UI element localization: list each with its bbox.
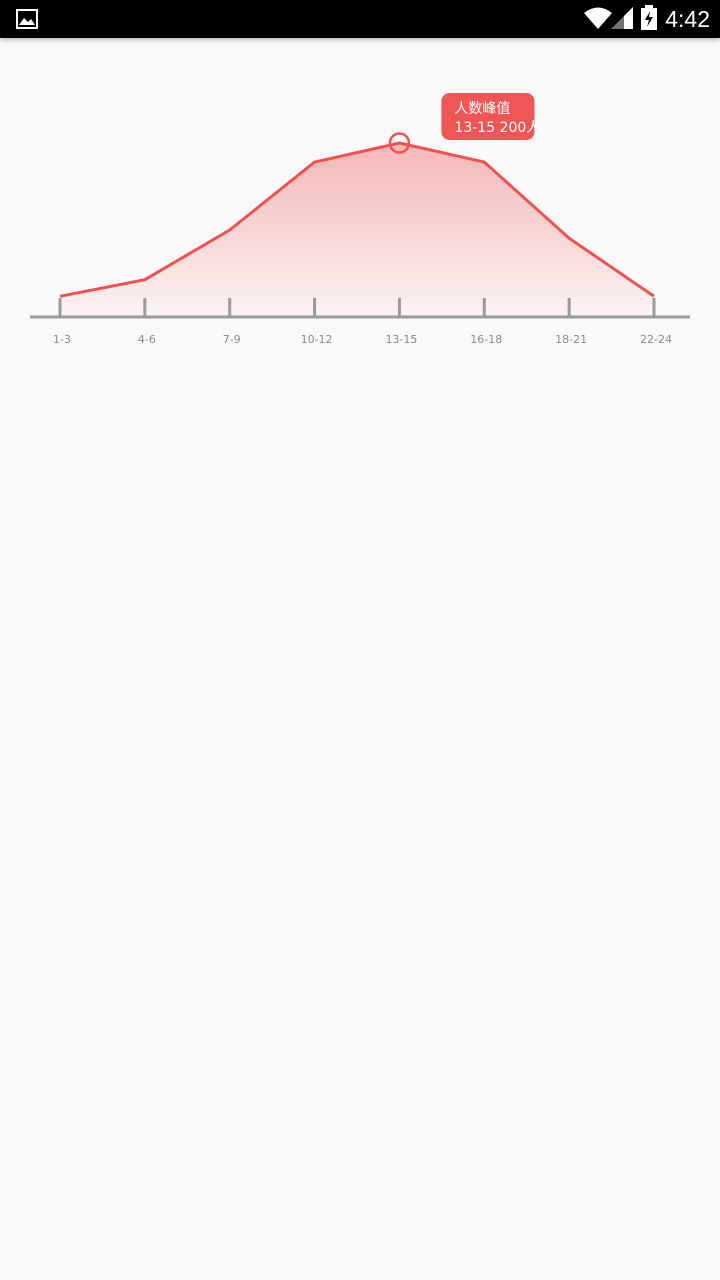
chart-container: 1-3 4-6 7-9 10-12 13-15 16-18 18-21 22-24 人数峰值 1…	[0, 38, 720, 378]
area-chart: 1-3 4-6 7-9 10-12 13-15 16-18 18-21 22-24 人数峰值 1…	[30, 93, 690, 346]
wifi-icon	[584, 7, 612, 29]
area-fill	[60, 143, 654, 317]
x-tick-label: 7-9	[223, 333, 241, 346]
status-clock: 4:42	[665, 6, 710, 32]
x-tick-label: 13-15	[385, 333, 417, 346]
peak-marker[interactable]	[388, 132, 411, 154]
cell-signal-icon	[611, 7, 633, 29]
gallery-icon	[16, 9, 38, 29]
status-bar: 4:42	[0, 0, 720, 38]
x-tick-label: 16-18	[470, 333, 502, 346]
tooltip-value: 13-15 200人	[454, 120, 540, 136]
x-tick-label: 18-21	[555, 333, 587, 346]
battery-charging-icon	[641, 5, 657, 30]
tooltip-title: 人数峰值	[454, 101, 510, 117]
series-line	[59, 141, 655, 298]
x-tick-label: 1-3	[53, 333, 71, 346]
peak-tooltip	[441, 93, 535, 140]
x-tick-label: 4-6	[138, 333, 156, 346]
x-tick-label: 10-12	[301, 333, 333, 346]
x-tick-label: 22-24	[640, 333, 672, 346]
